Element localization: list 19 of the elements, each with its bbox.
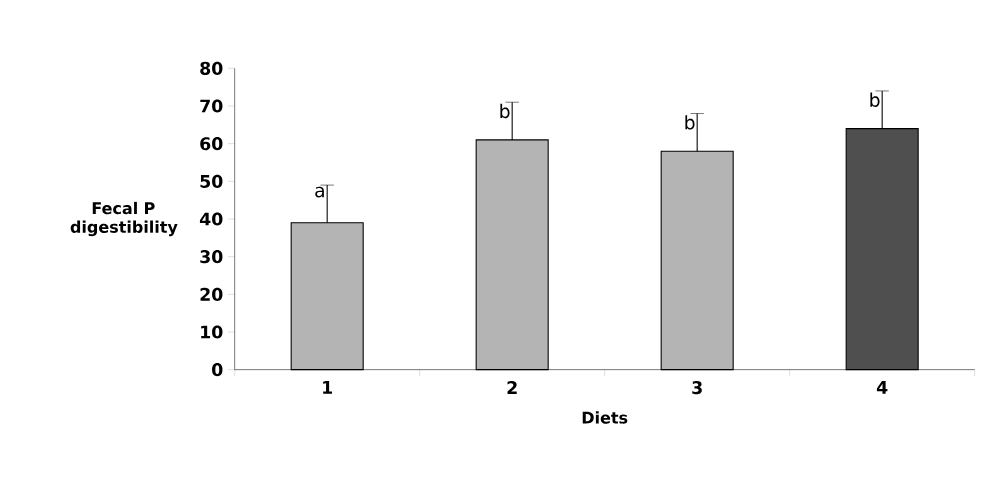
y-axis-title: Fecal P digestibility — [70, 201, 178, 237]
annotation: b — [500, 103, 510, 119]
y-tick-label: 70 — [200, 99, 223, 113]
x-axis-title: Diets — [582, 411, 628, 424]
y-tick-label: 80 — [200, 61, 223, 75]
x-tick-label: 1 — [323, 381, 333, 394]
y-tick-label: 50 — [200, 174, 223, 188]
x-tick-label: 2 — [507, 381, 517, 394]
x-tick-label: 3 — [692, 381, 702, 395]
x-tick-label: 4 — [876, 381, 888, 394]
y-tick-label: 40 — [199, 212, 223, 226]
y-tick-label: 10 — [201, 325, 223, 339]
y-tick-label: 60 — [200, 137, 223, 151]
annotation: a — [315, 186, 324, 198]
annotation: b — [870, 92, 880, 107]
annotation: b — [685, 115, 695, 130]
y-tick-label: 30 — [200, 250, 223, 264]
y-tick-label: 20 — [200, 287, 223, 301]
y-tick-label: 0 — [212, 363, 223, 377]
